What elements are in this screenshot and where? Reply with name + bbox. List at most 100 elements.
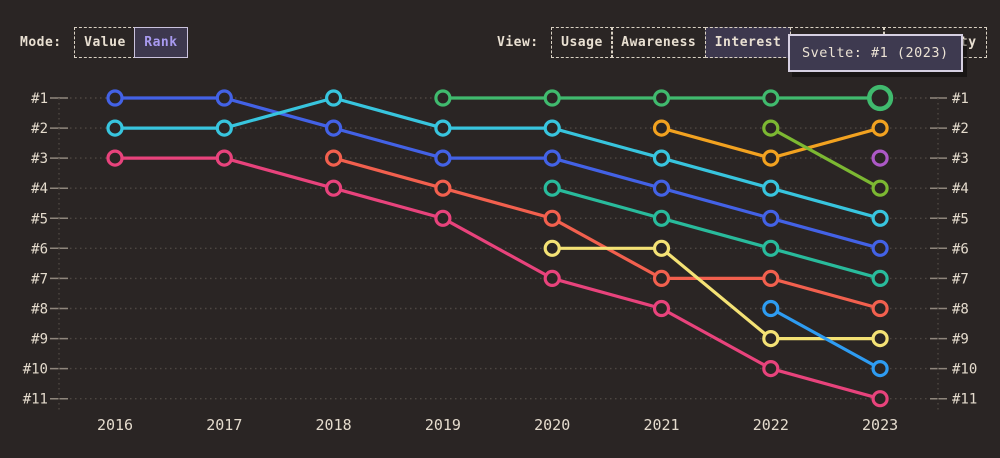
series-line-olive-green	[769, 126, 882, 190]
data-point-salmon-2020[interactable]	[543, 209, 561, 227]
data-point-cyan-2016[interactable]	[106, 119, 124, 137]
data-point-cyan-2017[interactable]	[215, 119, 233, 137]
rank-label-right: #6	[952, 241, 969, 257]
data-point-teal-2020[interactable]	[543, 179, 561, 197]
mode-option-value[interactable]: Value	[74, 27, 136, 58]
data-point-purple-2023[interactable]	[871, 149, 889, 167]
mode-toggle: Value Rank	[74, 27, 188, 58]
year-label: 2019	[425, 416, 461, 434]
data-point-royal-blue-2020[interactable]	[543, 149, 561, 167]
data-point-salmon-2022[interactable]	[762, 269, 780, 287]
view-label: View:	[497, 35, 539, 50]
mode-option-rank[interactable]: Rank	[134, 27, 188, 58]
mode-control-group: Mode: Value Rank	[20, 27, 188, 58]
data-point-svelte-green-2023[interactable]	[866, 84, 894, 112]
data-point-yellow-2022[interactable]	[762, 330, 780, 348]
tooltip-text: Svelte: #1 (2023)	[802, 45, 949, 61]
data-point-salmon-2021[interactable]	[652, 269, 671, 287]
data-point-olive-green-2023[interactable]	[871, 179, 889, 197]
data-point-olive-green-2022[interactable]	[762, 119, 780, 137]
rank-label-left: #8	[31, 302, 48, 318]
series-line-sky-blue	[769, 306, 882, 371]
data-point-cyan-2020[interactable]	[543, 119, 561, 137]
rank-label-right: #8	[952, 302, 969, 318]
data-point-sky-blue-2022[interactable]	[762, 299, 780, 318]
rank-label-right: #5	[952, 211, 969, 227]
tooltip: Svelte: #1 (2023)	[788, 34, 963, 72]
year-label: 2022	[753, 416, 789, 434]
data-point-royal-blue-2019[interactable]	[434, 149, 452, 167]
rank-label-right: #4	[952, 181, 969, 197]
rank-label-right: #10	[952, 362, 977, 378]
rank-label-left: #4	[31, 181, 48, 197]
rank-label-right: #1	[952, 91, 969, 107]
data-point-salmon-2018[interactable]	[325, 149, 343, 167]
view-option-interest[interactable]: Interest	[704, 27, 792, 58]
rank-label-right: #7	[952, 271, 969, 287]
data-point-svelte-green-2022[interactable]	[762, 89, 780, 107]
view-option-usage[interactable]: Usage	[551, 27, 613, 58]
data-point-yellow-2020[interactable]	[543, 239, 561, 257]
series-line-cyan	[113, 96, 882, 220]
data-point-cyan-2021[interactable]	[652, 149, 671, 167]
year-label: 2018	[316, 416, 352, 434]
rank-label-left: #11	[23, 392, 48, 408]
data-point-yellow-2023[interactable]	[871, 330, 889, 348]
rank-label-right: #9	[952, 332, 969, 348]
data-point-orange-2021[interactable]	[652, 119, 671, 137]
data-point-pink-2022[interactable]	[762, 360, 780, 378]
data-point-cyan-2018[interactable]	[325, 89, 343, 107]
rank-label-left: #6	[31, 241, 48, 257]
data-point-teal-2022[interactable]	[762, 239, 780, 257]
data-point-cyan-2022[interactable]	[762, 179, 780, 197]
view-option-awareness[interactable]: Awareness	[611, 27, 707, 58]
data-point-teal-2021[interactable]	[652, 209, 671, 227]
data-point-salmon-2023[interactable]	[871, 299, 889, 318]
data-point-svelte-green-2021[interactable]	[652, 89, 671, 107]
bump-chart: #1 #1 #2 #2 #3 #3 #4 #4 #5 #5 #6 #6 #7 #7 #8 #8 #9 #9 #10 #…	[23, 84, 977, 434]
data-point-pink-2018[interactable]	[325, 179, 343, 197]
rank-label-right: #3	[952, 151, 969, 167]
data-point-sky-blue-2023[interactable]	[871, 360, 889, 378]
data-point-royal-blue-2023[interactable]	[871, 239, 889, 257]
data-point-pink-2019[interactable]	[434, 209, 452, 227]
rank-label-left: #9	[31, 332, 48, 348]
data-point-yellow-2021[interactable]	[652, 239, 671, 257]
year-label: 2021	[643, 416, 679, 434]
data-point-orange-2023[interactable]	[871, 119, 889, 137]
data-point-orange-2022[interactable]	[762, 149, 780, 167]
series-line-pink	[113, 156, 882, 401]
data-point-svelte-green-2020[interactable]	[543, 89, 561, 107]
year-label: 2016	[97, 416, 133, 434]
rank-label-left: #5	[31, 211, 48, 227]
series-line-royal-blue	[113, 96, 882, 250]
data-point-pink-2023[interactable]	[871, 390, 889, 408]
year-label: 2020	[534, 416, 570, 434]
mode-label: Mode:	[20, 35, 62, 50]
data-point-royal-blue-2022[interactable]	[762, 209, 780, 227]
series-line-teal	[550, 186, 882, 280]
data-point-pink-2016[interactable]	[106, 149, 124, 167]
data-point-royal-blue-2018[interactable]	[325, 119, 343, 137]
series-line-salmon	[332, 156, 882, 311]
data-point-cyan-2023[interactable]	[871, 209, 889, 227]
data-point-pink-2020[interactable]	[543, 269, 561, 287]
rank-label-left: #3	[31, 151, 48, 167]
data-point-salmon-2019[interactable]	[434, 179, 452, 197]
data-point-pink-2017[interactable]	[215, 149, 233, 167]
rank-label-right: #11	[952, 392, 977, 408]
data-point-svelte-green-2019[interactable]	[434, 89, 452, 107]
data-point-teal-2023[interactable]	[871, 269, 889, 287]
data-point-royal-blue-2017[interactable]	[215, 89, 233, 107]
rank-label-left: #7	[31, 271, 48, 287]
data-point-pink-2021[interactable]	[652, 299, 671, 318]
data-point-royal-blue-2016[interactable]	[106, 89, 124, 107]
year-label: 2017	[206, 416, 242, 434]
data-point-cyan-2019[interactable]	[434, 119, 452, 137]
year-label: 2023	[862, 416, 898, 434]
data-point-royal-blue-2021[interactable]	[652, 179, 671, 197]
rank-label-right: #2	[952, 121, 969, 137]
rank-label-left: #10	[23, 362, 48, 378]
rank-label-left: #1	[31, 91, 48, 107]
